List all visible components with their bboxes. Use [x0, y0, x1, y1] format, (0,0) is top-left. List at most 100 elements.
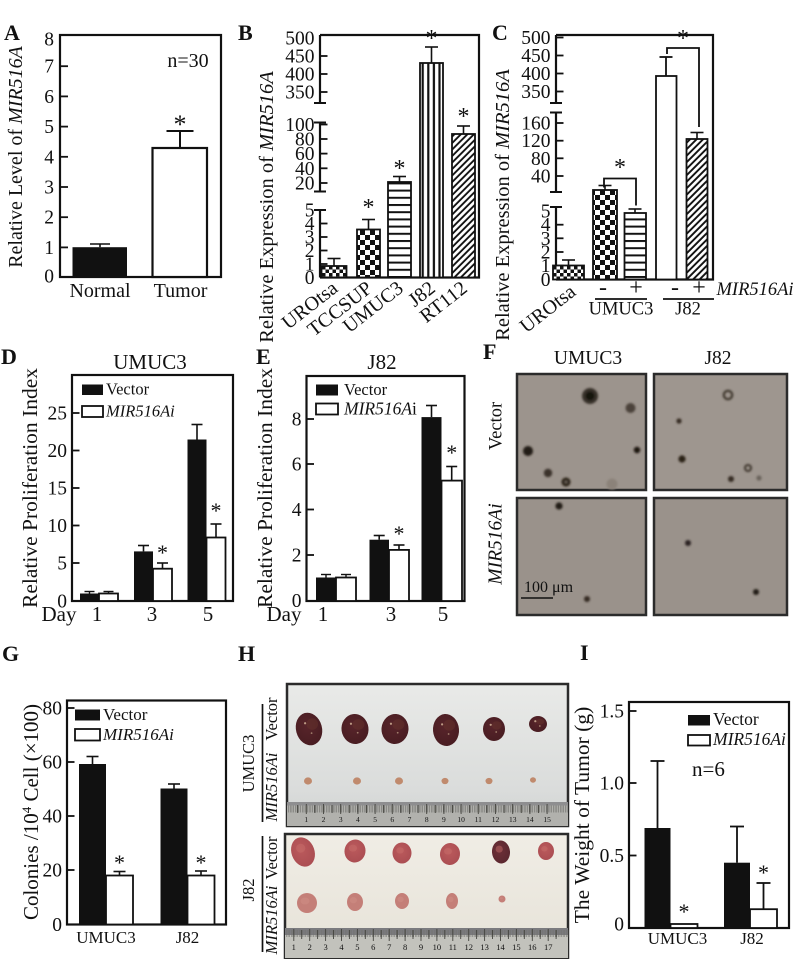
svg-text:1: 1 — [292, 942, 296, 952]
svg-text:2: 2 — [541, 243, 551, 264]
svg-text:40: 40 — [295, 159, 315, 180]
svg-text:Vector: Vector — [713, 709, 759, 729]
svg-text:-: - — [599, 275, 607, 301]
svg-text:11: 11 — [449, 942, 457, 952]
svg-text:10: 10 — [433, 942, 442, 952]
svg-text:UMUC3: UMUC3 — [589, 300, 654, 320]
svg-text:J82: J82 — [367, 350, 396, 374]
svg-text:5: 5 — [203, 602, 214, 626]
svg-text:MIR516Ai: MIR516Ai — [486, 503, 507, 585]
svg-text:12: 12 — [464, 942, 473, 952]
svg-text:*: * — [211, 498, 222, 523]
svg-text:80: 80 — [43, 699, 63, 720]
svg-text:+: + — [692, 275, 706, 301]
svg-text:*: * — [614, 155, 626, 181]
svg-text:13: 13 — [509, 815, 517, 824]
svg-text:MIR516Ai: MIR516Ai — [712, 729, 786, 749]
svg-text:MIR516Ai: MIR516Ai — [716, 280, 794, 300]
svg-text:4: 4 — [339, 942, 344, 952]
svg-text:Vector: Vector — [487, 402, 507, 450]
svg-text:MIR516Ai: MIR516Ai — [262, 885, 281, 955]
svg-text:1: 1 — [304, 815, 308, 824]
svg-text:*: * — [677, 26, 689, 52]
svg-text:I: I — [580, 640, 589, 665]
svg-text:4: 4 — [356, 815, 360, 824]
svg-text:14: 14 — [526, 815, 534, 824]
svg-text:7: 7 — [387, 942, 391, 952]
svg-text:6: 6 — [292, 455, 302, 476]
svg-text:9: 9 — [419, 942, 423, 952]
svg-text:20: 20 — [43, 861, 63, 882]
svg-text:UMUC3: UMUC3 — [648, 929, 708, 948]
svg-text:A: A — [4, 20, 20, 45]
svg-text:400: 400 — [285, 65, 314, 86]
svg-text:F: F — [483, 339, 496, 364]
svg-text:Normal: Normal — [69, 280, 131, 302]
svg-text:4: 4 — [541, 215, 551, 236]
svg-text:3: 3 — [386, 602, 397, 626]
svg-text:500: 500 — [521, 28, 550, 49]
svg-text:1: 1 — [305, 255, 315, 276]
svg-text:6: 6 — [44, 87, 54, 108]
svg-text:80: 80 — [295, 130, 315, 151]
svg-text:2: 2 — [308, 942, 312, 952]
svg-text:0: 0 — [614, 915, 624, 936]
svg-text:100 μm: 100 μm — [524, 579, 574, 596]
svg-text:C: C — [492, 20, 508, 45]
svg-text:H: H — [238, 641, 255, 666]
svg-text:D: D — [1, 344, 17, 369]
svg-text:MIR516Ai: MIR516Ai — [343, 399, 417, 419]
svg-text:Relative Level of MIR516A: Relative Level of MIR516A — [5, 45, 27, 267]
svg-text:13: 13 — [480, 942, 489, 952]
svg-text:UMUC3: UMUC3 — [113, 350, 187, 374]
svg-text:60: 60 — [43, 753, 63, 774]
svg-text:UMUC3: UMUC3 — [239, 735, 258, 793]
svg-text:*: * — [426, 26, 438, 52]
svg-text:1.0: 1.0 — [600, 774, 624, 795]
svg-text:Relative Expression of MIR516A: Relative Expression of MIR516A — [492, 69, 514, 341]
svg-text:*: * — [458, 104, 470, 130]
svg-text:40: 40 — [43, 807, 63, 828]
svg-text:Tumor: Tumor — [154, 280, 208, 302]
svg-text:3: 3 — [147, 602, 158, 626]
svg-text:20: 20 — [48, 441, 68, 462]
svg-text:1.5: 1.5 — [600, 702, 624, 723]
svg-text:1: 1 — [92, 602, 103, 626]
svg-text:2: 2 — [292, 546, 302, 567]
svg-text:6: 6 — [371, 942, 375, 952]
svg-text:*: * — [363, 195, 375, 221]
svg-text:4: 4 — [292, 500, 302, 521]
svg-text:5: 5 — [44, 117, 54, 138]
svg-text:*: * — [196, 850, 207, 875]
svg-text:J82: J82 — [176, 928, 200, 947]
svg-text:Relative Expression of MIR516A: Relative Expression of MIR516A — [256, 71, 278, 343]
svg-text:1: 1 — [44, 238, 54, 259]
svg-text:Vector: Vector — [262, 836, 281, 880]
svg-text:2: 2 — [44, 208, 54, 229]
svg-text:J82: J82 — [675, 300, 701, 320]
svg-text:15: 15 — [543, 815, 551, 824]
svg-text:0: 0 — [44, 267, 54, 288]
svg-text:80: 80 — [531, 149, 551, 170]
svg-text:G: G — [2, 641, 19, 666]
svg-text:E: E — [256, 344, 271, 369]
svg-text:+: + — [629, 275, 643, 301]
svg-text:10: 10 — [48, 516, 68, 537]
svg-text:*: * — [758, 860, 769, 885]
svg-text:4: 4 — [305, 214, 315, 235]
svg-text:MIR516Ai: MIR516Ai — [262, 752, 281, 822]
svg-text:Vector: Vector — [106, 380, 150, 399]
svg-text:5: 5 — [57, 554, 67, 575]
svg-text:450: 450 — [521, 46, 550, 67]
svg-text:5: 5 — [355, 942, 359, 952]
svg-text:0: 0 — [57, 592, 67, 613]
svg-text:6: 6 — [390, 815, 394, 824]
svg-text:J82: J82 — [740, 929, 764, 948]
svg-text:The Weight of Tumor (g): The Weight of Tumor (g) — [570, 707, 594, 923]
svg-text:7: 7 — [44, 57, 54, 78]
svg-text:400: 400 — [521, 64, 550, 85]
svg-text:*: * — [446, 440, 457, 465]
svg-text:160: 160 — [521, 114, 550, 135]
svg-text:25: 25 — [48, 404, 68, 425]
svg-text:8: 8 — [44, 30, 54, 51]
